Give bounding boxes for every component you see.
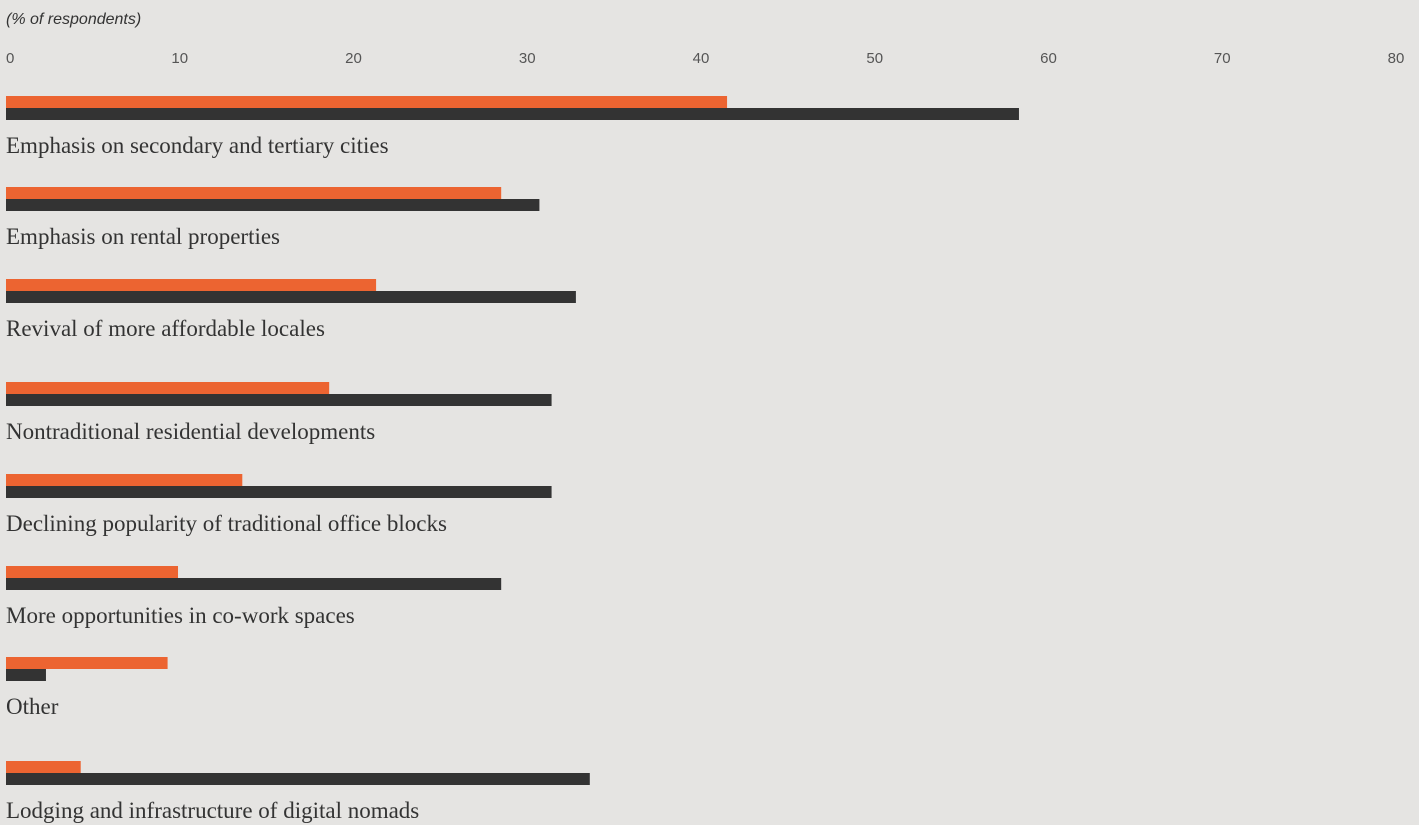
category-label: Other bbox=[6, 694, 59, 719]
bar-series-1 bbox=[6, 474, 243, 486]
x-tick-label: 0 bbox=[6, 50, 14, 67]
bar-series-1 bbox=[6, 566, 179, 578]
category-label: Lodging and infrastructure of digital no… bbox=[6, 798, 419, 823]
bars bbox=[6, 96, 1019, 785]
bar-series-2 bbox=[6, 669, 46, 681]
category-label: Emphasis on secondary and tertiary citie… bbox=[6, 133, 389, 158]
x-tick-label: 50 bbox=[866, 50, 883, 67]
bar-series-2 bbox=[6, 486, 552, 498]
bar-series-2 bbox=[6, 394, 552, 406]
x-tick-label: 10 bbox=[171, 50, 188, 67]
bar-series-1 bbox=[6, 761, 81, 773]
unit-label: (% of respondents) bbox=[6, 11, 141, 28]
bar-series-1 bbox=[6, 657, 168, 669]
category-label: Revival of more affordable locales bbox=[6, 316, 325, 341]
category-labels: Emphasis on secondary and tertiary citie… bbox=[6, 133, 447, 823]
bar-series-1 bbox=[6, 279, 377, 291]
x-tick-label: 20 bbox=[345, 50, 362, 67]
bar-series-1 bbox=[6, 96, 728, 108]
category-label: Emphasis on rental properties bbox=[6, 224, 280, 249]
x-tick-label: 40 bbox=[693, 50, 710, 67]
bar-series-2 bbox=[6, 108, 1019, 120]
x-tick-label: 30 bbox=[519, 50, 536, 67]
bar-series-2 bbox=[6, 773, 590, 785]
category-label: More opportunities in co-work spaces bbox=[6, 603, 355, 628]
bar-series-2 bbox=[6, 578, 502, 590]
x-tick-label: 80 bbox=[1388, 50, 1405, 67]
x-tick-label: 60 bbox=[1040, 50, 1057, 67]
category-label: Declining popularity of traditional offi… bbox=[6, 511, 447, 536]
bar-series-1 bbox=[6, 187, 502, 199]
bar-series-2 bbox=[6, 199, 540, 211]
x-axis-ticks: 0 10 20 30 40 50 60 70 80 bbox=[6, 50, 1404, 67]
bar-series-1 bbox=[6, 382, 330, 394]
x-tick-label: 70 bbox=[1214, 50, 1231, 67]
bar-series-2 bbox=[6, 291, 576, 303]
category-label: Nontraditional residential developments bbox=[6, 419, 375, 444]
